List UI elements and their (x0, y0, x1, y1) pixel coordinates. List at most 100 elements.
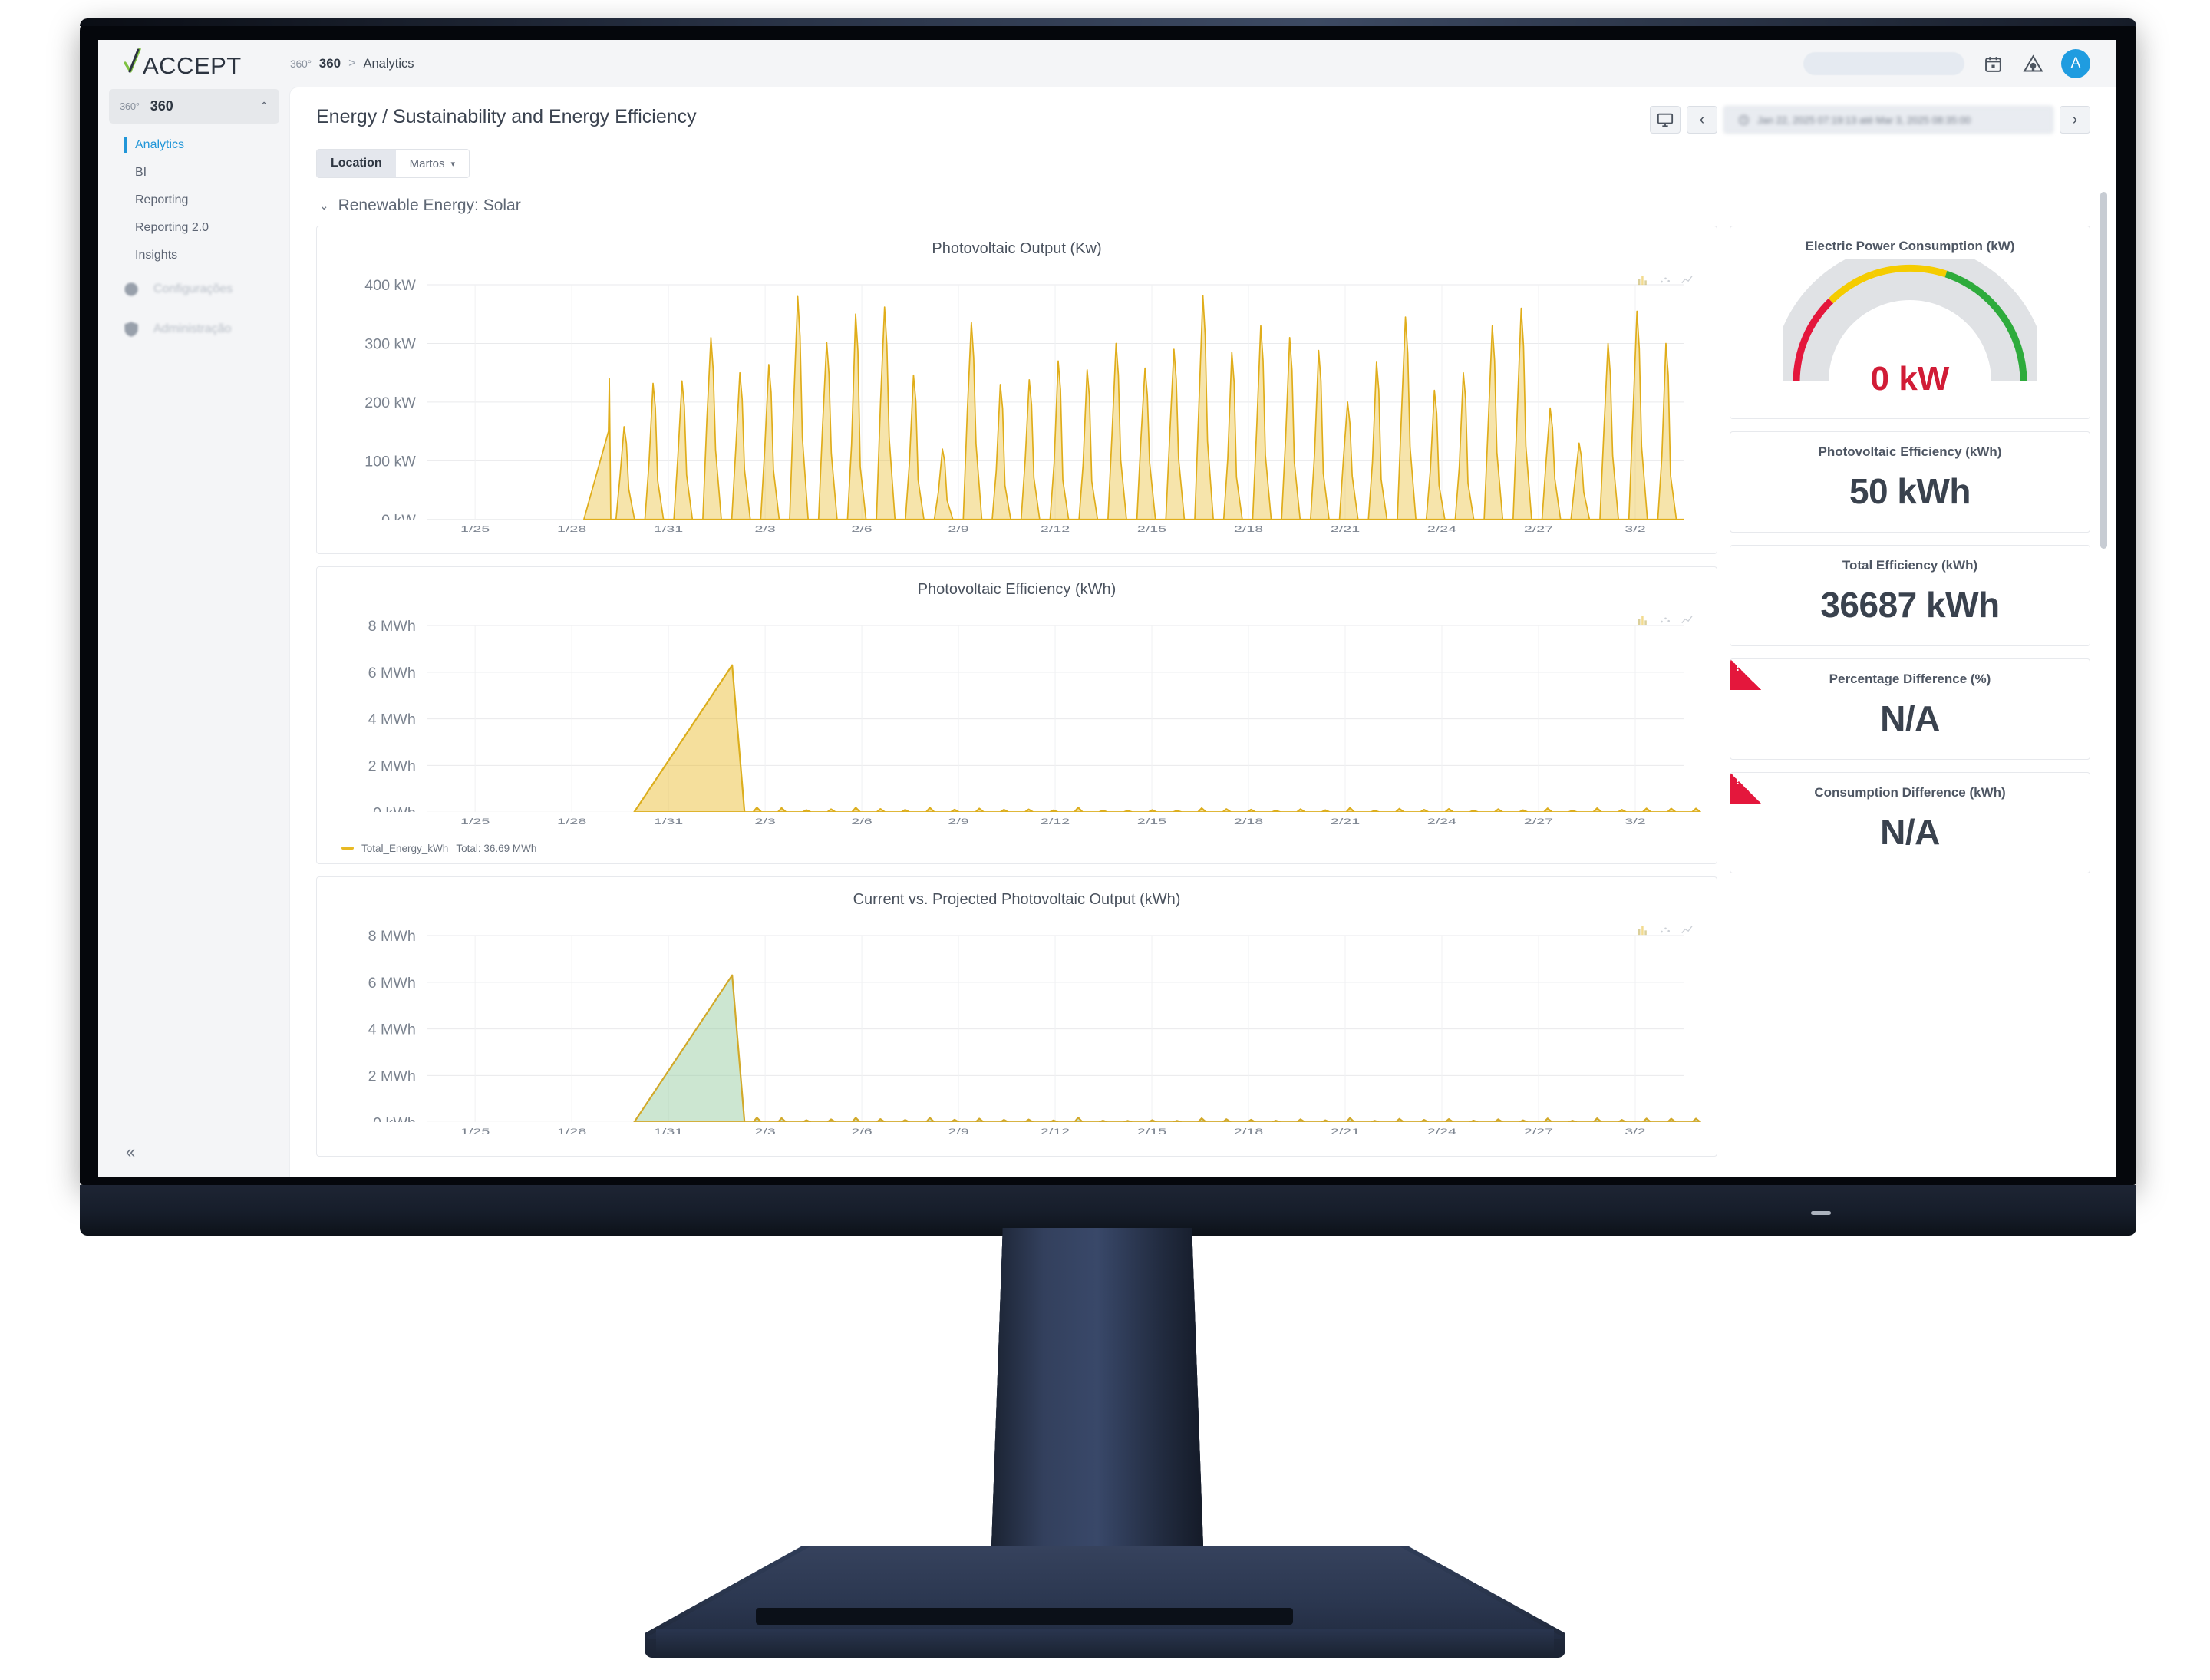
breadcrumb-degree: 360° (290, 58, 312, 70)
calendar-icon[interactable] (1981, 52, 2004, 75)
svg-text:2/27: 2/27 (1524, 525, 1553, 534)
svg-text:2/27: 2/27 (1524, 1127, 1553, 1137)
app-body: 360° 360 ⌃ Analytics BI Reporting Report… (98, 87, 2116, 1177)
sidebar-item-reporting-20[interactable]: Reporting 2.0 (98, 214, 290, 242)
kpi-value: N/A (1880, 812, 1940, 852)
line-chart-icon[interactable] (1677, 611, 1697, 629)
svg-text:2/9: 2/9 (948, 817, 968, 827)
svg-text:2/18: 2/18 (1234, 817, 1263, 827)
content-header-tools: ‹ Jan 22, 2025 07:19:13 até Mar 3, 2025 … (1650, 106, 2090, 134)
alert-triangle-icon[interactable] (2021, 52, 2044, 75)
sidebar-item-insights[interactable]: Insights (98, 242, 290, 269)
svg-text:1/31: 1/31 (654, 1127, 683, 1137)
location-filter-dropdown[interactable]: Martos ▾ (395, 150, 470, 177)
kpi-title: Consumption Difference (kWh) (1814, 785, 2006, 800)
solar-kpi-column: Electric Power Consumption (kW) (1730, 226, 2090, 873)
content-panel: Energy / Sustainability and Energy Effic… (290, 87, 2116, 1177)
svg-text:2/9: 2/9 (948, 1127, 968, 1137)
chart-card-photovoltaic-output: Photovoltaic Output (Kw) 0 kW 100 kW 200 k… (316, 226, 1717, 554)
chart-plot-area[interactable]: 0 kWh 2 MWh 4 MWh 6 MWh 8 MWh 1/25 1/28 1/31 2/… (331, 916, 1703, 1148)
monitor-stand-neck-shading (990, 1228, 1205, 1589)
monitor-icon[interactable] (1650, 106, 1681, 134)
breadcrumb-root[interactable]: 360 (318, 56, 341, 71)
svg-text:1/28: 1/28 (557, 525, 586, 534)
monitor-stand-base-slot (756, 1608, 1293, 1625)
search-input[interactable] (1803, 52, 1964, 75)
svg-text:1/25: 1/25 (460, 525, 490, 534)
current-vs-projected-xaxis: 1/25 1/28 1/31 2/3 2/6 2/9 2/12 2/15 2/18 2/21 2/2… (460, 1127, 1646, 1137)
svg-text:2/12: 2/12 (1041, 817, 1070, 827)
svg-text:2/9: 2/9 (948, 525, 968, 534)
chart-type-toggles (1634, 611, 1697, 629)
svg-text:8 MWh: 8 MWh (368, 928, 416, 945)
filter-bar: Location Martos ▾ (316, 149, 2090, 178)
sidebar-item-label: Insights (135, 249, 178, 262)
sidebar-item-label: Administração (153, 322, 232, 335)
page-title: Energy / Sustainability and Energy Effic… (316, 106, 697, 127)
line-chart-icon[interactable] (1677, 921, 1697, 939)
location-filter-label: Location (317, 150, 396, 177)
svg-text:2/3: 2/3 (754, 525, 775, 534)
svg-text:4 MWh: 4 MWh (368, 711, 416, 728)
bar-chart-icon[interactable] (1634, 921, 1654, 939)
line-chart-icon[interactable] (1677, 270, 1697, 289)
svg-text:2/6: 2/6 (851, 1127, 872, 1137)
sidebar-root-360[interactable]: 360° 360 ⌃ (109, 89, 279, 124)
chart-title: Photovoltaic Efficiency (kWh) (917, 580, 1117, 598)
date-range-next-button[interactable]: › (2060, 106, 2090, 134)
svg-text:2/6: 2/6 (851, 817, 872, 827)
svg-text:1/31: 1/31 (654, 817, 683, 827)
chart-type-toggles (1634, 921, 1697, 939)
sidebar-item-reporting[interactable]: Reporting (98, 186, 290, 214)
svg-text:2/18: 2/18 (1234, 525, 1263, 534)
sidebar-item-configuracoes[interactable]: Configurações (98, 269, 290, 309)
svg-text:2/24: 2/24 (1427, 525, 1456, 534)
vertical-scrollbar[interactable] (2100, 192, 2107, 549)
chart-legend[interactable]: Total_Energy_kWh Total: 36.69 MWh (331, 838, 1703, 856)
avatar[interactable]: A (2061, 49, 2090, 78)
scatter-chart-icon[interactable] (1655, 611, 1675, 629)
chart-title: Photovoltaic Output (Kw) (932, 240, 1102, 257)
solar-grid: Photovoltaic Output (Kw) 0 kW 100 kW 200 k… (316, 226, 2090, 1157)
date-range-prev-button[interactable]: ‹ (1687, 106, 1717, 134)
scatter-chart-icon[interactable] (1655, 270, 1675, 289)
sidebar-item-label: Reporting (135, 193, 189, 206)
chart-plot-area[interactable]: 0 kW 100 kW 200 kW 300 kW 400 kW 1/25 1/28 1/3… (331, 266, 1703, 546)
chart-plot-area[interactable]: 0 kWh 2 MWh 4 MWh 6 MWh 8 MWh 1/25 1/28 1/31 2/… (331, 606, 1703, 838)
solar-charts-column: Photovoltaic Output (Kw) 0 kW 100 kW 200 k… (316, 226, 1717, 1157)
bar-chart-icon[interactable] (1634, 270, 1654, 289)
section-header-wind[interactable]: ⌄ Renewable Energy: Wind Energy (316, 1169, 2090, 1177)
kpi-value: N/A (1880, 698, 1940, 738)
alert-corner-badge: ! (1730, 659, 1761, 690)
sidebar-root-label: 360 (150, 98, 173, 114)
sidebar-item-analytics[interactable]: Analytics (98, 131, 290, 159)
svg-text:2/12: 2/12 (1041, 1127, 1070, 1137)
section-header-solar[interactable]: ⌄ Renewable Energy: Solar (316, 189, 2090, 226)
scatter-chart-icon[interactable] (1655, 921, 1675, 939)
breadcrumb-current[interactable]: Analytics (363, 56, 414, 71)
content-header: Energy / Sustainability and Energy Effic… (290, 87, 2116, 178)
svg-text:1/25: 1/25 (460, 1127, 490, 1137)
brand-logo[interactable]: ACCEPT (98, 48, 290, 80)
sidebar-item-bi[interactable]: BI (98, 159, 290, 186)
kpi-title: Photovoltaic Efficiency (kWh) (1818, 444, 2002, 459)
legend-swatch (341, 847, 354, 850)
clock-icon (1739, 114, 1749, 125)
svg-text:400 kW: 400 kW (364, 277, 416, 294)
location-filter-value: Martos (409, 157, 445, 170)
sidebar-item-administracao[interactable]: Administração (98, 309, 290, 349)
kpi-card-electric-power-consumption: Electric Power Consumption (kW) (1730, 226, 2090, 419)
location-filter[interactable]: Location Martos ▾ (316, 149, 470, 178)
svg-text:0 kWh: 0 kWh (373, 804, 416, 812)
date-range-display[interactable]: Jan 22, 2025 07:19:13 até Mar 3, 2025 08… (1723, 106, 2053, 134)
date-range-text: Jan 22, 2025 07:19:13 até Mar 3, 2025 08… (1757, 114, 1971, 126)
alert-exclamation-icon: ! (1736, 774, 1740, 787)
monitor-stand-base-edge (656, 1629, 1554, 1658)
svg-text:2/6: 2/6 (851, 525, 872, 534)
dashboard-scroll-area[interactable]: ⌄ Renewable Energy: Solar Photovoltaic O… (290, 178, 2116, 1177)
sidebar-collapse-button[interactable]: « (126, 1142, 136, 1161)
kpi-card-percentage-difference: ! Percentage Difference (%) N/A (1730, 658, 2090, 760)
svg-text:100 kW: 100 kW (364, 453, 416, 470)
svg-text:1/28: 1/28 (557, 817, 586, 827)
bar-chart-icon[interactable] (1634, 611, 1654, 629)
